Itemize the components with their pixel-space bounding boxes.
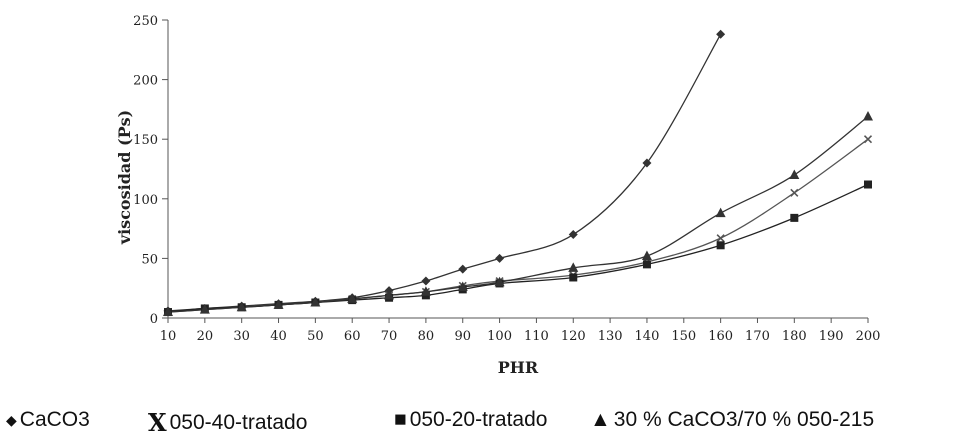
chart-markers [163, 29, 873, 317]
x-tick-label: 160 [708, 329, 733, 344]
data-point-square [790, 213, 799, 222]
data-point-x [716, 234, 725, 243]
x-tick-label: 40 [270, 329, 287, 344]
chart-axes: 0 50 100 150 200 250 10 20 30 40 50 60 70 80 90 100 110 1… [133, 14, 880, 344]
legend-label: 30 % CaCO3/70 % 050-215 [613, 408, 875, 431]
data-point-diamond [568, 230, 578, 240]
x-tick-label: 100 [487, 329, 512, 344]
x-tick-label: 150 [671, 329, 696, 344]
legend-item-050-20-tratado: ■ 050-20-tratado [394, 408, 547, 432]
data-point-triangle [494, 276, 505, 287]
y-tick-label: 0 [150, 312, 158, 327]
data-point-triangle [420, 286, 431, 296]
data-point-diamond [421, 276, 431, 286]
data-point-triangle [568, 262, 579, 272]
x-tick-label: 130 [598, 329, 623, 344]
x-tick-label: 80 [418, 329, 435, 344]
y-tick-label: 50 [141, 252, 158, 267]
data-point-triangle [347, 293, 358, 303]
x-tick-label: 120 [561, 329, 586, 344]
square-marker-icon: ■ [394, 408, 407, 431]
data-point-triangle [273, 299, 284, 309]
data-point-triangle [641, 250, 652, 261]
legend-label: 050-20-tratado [409, 408, 548, 431]
legend-item-30-caco3-70-050-215: ▲ 30 % CaCO3/70 % 050-215 [590, 408, 874, 432]
legend-label: CaCO3 [19, 408, 90, 431]
data-point-square [642, 260, 651, 269]
data-point-triangle [789, 169, 800, 179]
data-point-diamond [495, 253, 505, 263]
data-point-diamond [458, 264, 468, 274]
data-point-square [864, 180, 872, 189]
data-point-square [716, 241, 725, 250]
data-point-diamond [716, 29, 726, 39]
x-tick-label: 110 [524, 329, 549, 344]
x-tick-label: 190 [819, 329, 844, 344]
triangle-marker-icon: ▲ [590, 408, 611, 431]
y-tick-label: 250 [133, 14, 158, 29]
data-point-triangle [310, 297, 321, 307]
legend-label: 050-40-tratado [169, 410, 308, 434]
x-tick-label: 170 [745, 329, 770, 344]
x-tick-label: 180 [782, 329, 807, 344]
y-tick-label: 150 [133, 133, 158, 148]
data-point-triangle [163, 306, 173, 317]
x-tick-label: 70 [381, 329, 398, 344]
data-point-triangle [384, 289, 395, 300]
x-tick-label: 50 [307, 329, 324, 344]
chart-series-lines [167, 33, 869, 313]
series-line-1 [167, 33, 722, 312]
data-point-triangle [457, 281, 468, 292]
viscosity-chart: 0 50 100 150 200 250 10 20 30 40 50 60 70 80 90 100 110 1… [115, 14, 880, 377]
series-line-2 [167, 138, 869, 313]
series-line-3 [167, 183, 869, 313]
x-tick-label: 140 [635, 329, 660, 344]
x-tick-label: 90 [454, 329, 471, 344]
x-tick-label: 20 [197, 329, 214, 344]
y-axis-title: viscosidad (Ps) [115, 110, 134, 245]
data-point-x [863, 135, 873, 144]
data-point-triangle [715, 207, 726, 218]
x-tick-label: 60 [344, 329, 361, 344]
y-tick-label: 100 [133, 193, 158, 208]
x-axis-title: PHR [498, 358, 539, 377]
legend-item-050-40-tratado: X 050-40-tratado [148, 408, 307, 437]
x-tick-label: 10 [160, 329, 177, 344]
x-marker-icon: X [148, 408, 167, 437]
data-point-triangle [199, 304, 210, 314]
legend-item-caco3: ◆ CaCO3 [6, 408, 90, 432]
data-point-square [569, 273, 578, 282]
data-point-triangle [863, 111, 873, 121]
data-point-triangle [236, 301, 247, 312]
data-point-x [790, 188, 799, 197]
y-tick-label: 200 [133, 74, 158, 89]
x-tick-label: 30 [233, 329, 250, 344]
chart-legend: ◆ CaCO3 X 050-40-tratado ■ 050-20-tratad… [0, 404, 956, 440]
diamond-marker-icon: ◆ [6, 411, 17, 428]
data-point-diamond [642, 158, 652, 168]
x-tick-label: 200 [856, 329, 881, 344]
